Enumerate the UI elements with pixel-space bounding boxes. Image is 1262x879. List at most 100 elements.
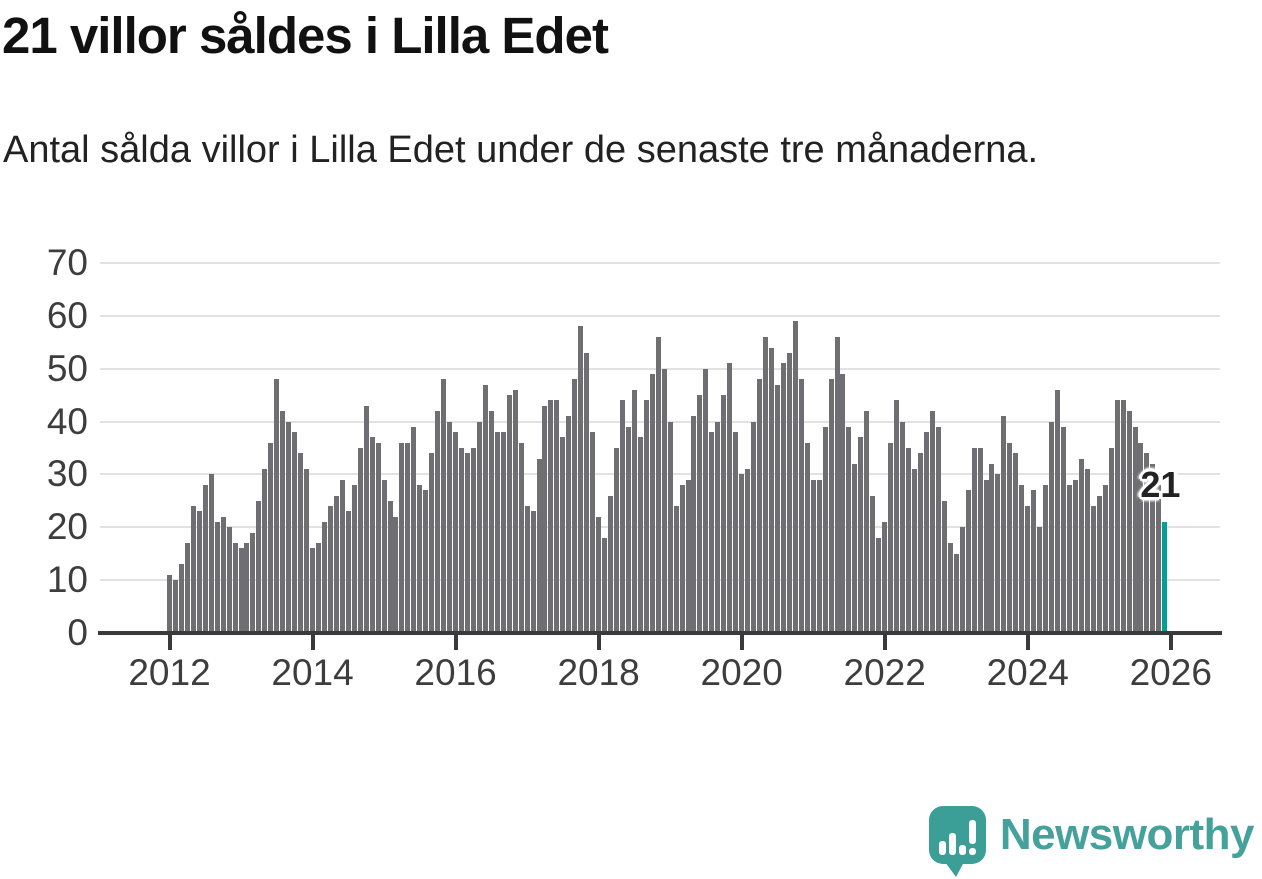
bar-highlight-latest — [1162, 522, 1168, 633]
bar — [345, 511, 351, 633]
bar — [1019, 485, 1025, 633]
bar — [1072, 479, 1078, 633]
bar — [1001, 416, 1007, 633]
bar — [429, 453, 435, 633]
bar — [745, 469, 751, 633]
bar — [733, 432, 739, 633]
bar — [494, 432, 500, 633]
bar — [614, 448, 619, 633]
bar — [447, 421, 453, 633]
bar — [900, 421, 906, 633]
bar — [488, 411, 494, 633]
bar — [977, 448, 983, 633]
bar — [1031, 490, 1037, 633]
bar — [500, 432, 506, 633]
bar — [691, 416, 697, 633]
bar — [929, 411, 935, 633]
bar — [286, 421, 292, 633]
brand-name: Newsworthy — [999, 810, 1255, 859]
bar — [715, 421, 721, 633]
y-axis-label-70: 70 — [46, 242, 88, 283]
bar — [1043, 485, 1049, 633]
bar — [470, 448, 476, 633]
x-axis-label-2026: 2026 — [1129, 652, 1212, 693]
bar — [757, 379, 763, 633]
bar — [417, 485, 423, 633]
bar — [590, 432, 596, 633]
bar — [619, 400, 625, 633]
bar — [822, 426, 828, 633]
bar — [512, 389, 518, 633]
x-tick-2024 — [1025, 635, 1030, 650]
bar — [971, 448, 977, 633]
bar — [566, 416, 572, 633]
bar — [953, 553, 959, 633]
bar — [244, 543, 250, 633]
bar — [965, 490, 971, 633]
bar — [751, 421, 757, 633]
bar — [673, 506, 679, 633]
bar — [1156, 485, 1162, 633]
bar — [661, 368, 667, 633]
bar — [804, 442, 810, 633]
bar — [316, 543, 321, 633]
bar — [280, 411, 286, 633]
bar — [840, 374, 846, 633]
bar — [906, 448, 912, 633]
x-axis-label-2018: 2018 — [557, 652, 640, 693]
bar — [858, 437, 864, 633]
bar — [1114, 400, 1120, 633]
bar — [882, 522, 888, 633]
bar — [506, 395, 512, 633]
bar — [1108, 448, 1114, 633]
bar — [1144, 453, 1150, 633]
bar — [637, 437, 643, 633]
bar — [363, 405, 369, 633]
x-axis-line — [98, 631, 1222, 635]
x-tick-2012 — [167, 635, 172, 650]
bar — [351, 485, 357, 633]
bar — [792, 321, 798, 633]
bar — [947, 543, 953, 633]
bar — [596, 516, 602, 633]
bar — [995, 474, 1001, 633]
chart-subtitle: Antal sålda villor i Lilla Edet under de… — [3, 129, 1039, 171]
gridline-70 — [100, 262, 1220, 264]
bar — [816, 479, 822, 633]
bar — [649, 374, 655, 633]
bar — [387, 500, 393, 633]
bar — [232, 543, 238, 633]
bar — [536, 458, 542, 633]
bar — [959, 527, 965, 633]
bar — [917, 453, 923, 633]
bar — [727, 363, 733, 633]
bar — [208, 474, 214, 633]
bar — [369, 437, 375, 633]
y-axis-label-0: 0 — [67, 612, 88, 653]
bar — [375, 442, 381, 633]
newsworthy-brand: Newsworthy — [928, 806, 1255, 877]
bar — [554, 400, 560, 633]
bar — [196, 511, 202, 633]
bar — [292, 432, 298, 633]
bar — [1078, 458, 1084, 633]
bar — [631, 389, 637, 633]
bar — [1090, 506, 1096, 633]
bar — [584, 352, 590, 633]
bar — [321, 522, 327, 633]
x-tick-2018 — [596, 635, 601, 650]
bar — [923, 432, 929, 633]
bar — [685, 479, 691, 633]
bar — [1138, 442, 1144, 633]
bar — [768, 347, 774, 633]
bar — [238, 548, 244, 633]
bar — [1126, 411, 1132, 633]
latest-value-label: 21 — [1140, 464, 1181, 505]
bar — [739, 474, 745, 633]
x-axis-label-2022: 2022 — [843, 652, 926, 693]
bar — [327, 506, 333, 633]
bar — [786, 352, 792, 633]
bar — [399, 442, 405, 633]
y-axis-label-20: 20 — [46, 506, 88, 548]
